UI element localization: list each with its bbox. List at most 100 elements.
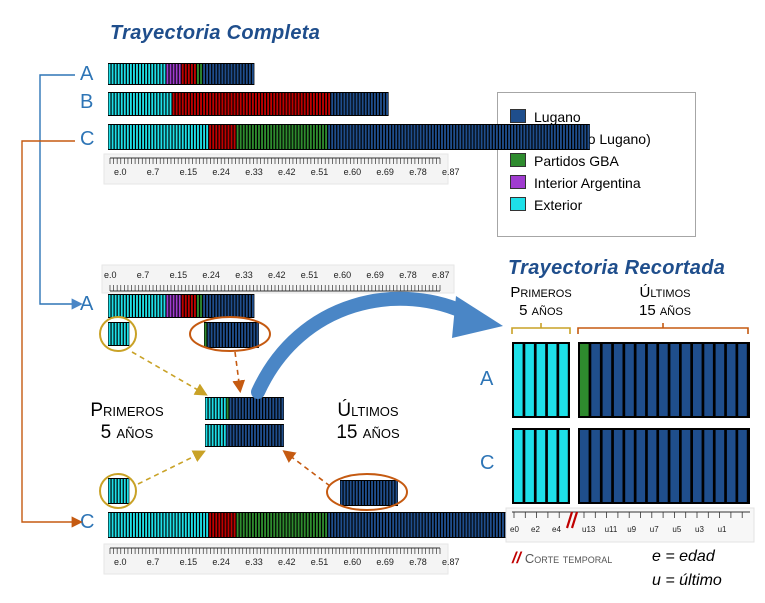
last15-a-sel-cell: [204, 323, 207, 347]
seq-b-top-cell: [258, 93, 260, 115]
legend-item-lugano: Lugano: [510, 109, 581, 125]
seq-c-top-cell: [169, 125, 172, 149]
seq-c-bottom-cell: [239, 513, 242, 537]
seq-c-top-cell: [160, 125, 163, 149]
seq-c-top-cell: [550, 125, 553, 149]
seq-c-top-cell: [441, 125, 443, 149]
last15-a-sel-cell: [229, 323, 231, 347]
seq-c-bottom-cell: [206, 513, 209, 537]
last15-a-sel: [204, 322, 259, 348]
seq-c-bottom-cell: [282, 513, 285, 537]
seq-a-mid-cell: [242, 295, 245, 317]
seq-a-mid-cell: [236, 295, 239, 317]
cropped-a-last-cell: [591, 344, 600, 416]
seq-c-top-cell: [267, 125, 270, 149]
cropped-a-last-cell: [613, 344, 623, 416]
first5-a-sel-cell: [123, 323, 126, 345]
cut-mark-2: [570, 511, 579, 529]
seq-c-bottom-cell: [395, 513, 398, 537]
seq-a-mid-cell: [169, 295, 172, 317]
seq-a-top-cell: [139, 64, 141, 84]
combo-first-a-cell: [211, 398, 214, 419]
last15-c-sel-cell: [358, 481, 361, 505]
combo-last-a: [226, 397, 284, 420]
seq-b-top-cell: [337, 93, 340, 115]
cropped-c-last-cell: [693, 430, 702, 502]
seq-c-bottom-cell: [139, 513, 141, 537]
seq-c-bottom-cell: [386, 513, 388, 537]
seq-c-top-cell: [514, 125, 517, 149]
seq-a-mid-cell: [166, 295, 169, 317]
seq-c-top-cell: [239, 125, 242, 149]
row-label-b-top: B: [80, 91, 94, 113]
crop-first-header: Primeros 5 años: [506, 284, 576, 320]
seq-a-top-frame: [108, 63, 255, 85]
seq-c-bottom-cell: [154, 513, 157, 537]
last15-a-sel-cell: [247, 323, 250, 347]
seq-b-top-cell: [377, 93, 379, 115]
seq-a-top-cell: [148, 64, 151, 84]
seq-c-bottom-cell: [343, 513, 346, 537]
seq-c-top-cell: [264, 125, 266, 149]
seq-c-bottom-cell: [163, 513, 166, 537]
row-label-a-top: A: [80, 63, 94, 85]
seq-c-top-cell: [187, 125, 190, 149]
seq-a-mid-cell: [200, 295, 202, 317]
cropped-c-first-cell: [514, 430, 523, 502]
seq-c-top-cell: [383, 125, 385, 149]
seq-c-top-cell: [566, 125, 568, 149]
age-axis-bottom-label: e.15: [180, 557, 198, 567]
seq-c-top-cell: [139, 125, 141, 149]
seq-a-top-cell: [218, 64, 221, 84]
seq-a-top-cell: [184, 64, 187, 84]
seq-b-top-cell: [322, 93, 324, 115]
seq-b-top-cell: [123, 93, 126, 115]
seq-c-top-cell: [462, 125, 465, 149]
legend-label-gba: Partidos GBA: [534, 153, 619, 169]
seq-a-top-cell: [163, 64, 166, 84]
seq-c-top-cell: [578, 125, 581, 149]
row-label-a-cropped: A: [480, 368, 494, 390]
last15-a-sel-cell: [244, 323, 247, 347]
seq-c-top-cell: [337, 125, 340, 149]
seq-a-mid-cell: [221, 295, 224, 317]
seq-c-top-cell: [309, 125, 312, 149]
seq-c-top-cell: [428, 125, 431, 149]
last15-a-sel-cell: [222, 323, 225, 347]
age-axis-bottom-label: e.69: [376, 557, 394, 567]
cropped-c-first-cell: [547, 430, 557, 502]
cropped-c-last-cell: [625, 430, 634, 502]
seq-c-top-cell: [389, 125, 392, 149]
age-axis-bottom-label: e.87: [442, 557, 460, 567]
seq-c-bottom-cell: [474, 513, 477, 537]
seq-c-top-cell: [258, 125, 260, 149]
last15-c-sel-cell: [377, 481, 380, 505]
seq-c-bottom-cell: [480, 513, 483, 537]
seq-c-bottom-cell: [434, 513, 437, 537]
seq-c-top-cell: [431, 125, 434, 149]
combo-last-a-cell: [241, 398, 244, 419]
combo-last-c-cell: [251, 425, 253, 446]
connector-c: [21, 140, 75, 523]
seq-c-bottom-cell: [355, 513, 358, 537]
seq-c-top-cell: [166, 125, 169, 149]
seq-a-top-cell: [123, 64, 126, 84]
seq-c-bottom-cell: [117, 513, 120, 537]
seq-b-top-cell: [142, 93, 144, 115]
seq-b-top-cell: [218, 93, 221, 115]
cropped-c-last-cell: [636, 430, 646, 502]
combo-last-c-cell: [254, 425, 256, 446]
age-axis-bottom: e.0 e.7 e.15 e.24 e.33 e.42 e.51 e.60 e.69 e.78 e.…: [103, 543, 460, 575]
seq-b-top-cell: [108, 93, 111, 115]
seq-a-mid-cell: [126, 295, 129, 317]
age-axis-bottom-label: e.0: [114, 557, 127, 567]
seq-c-top-cell: [560, 125, 562, 149]
seq-c-top-cell: [175, 125, 178, 149]
big-curved-arrow-head: [452, 296, 503, 338]
seq-c-top-cell: [197, 125, 199, 149]
age-axis-top-label: e.7: [147, 167, 160, 177]
seq-a-mid-cell: [178, 295, 181, 317]
combo-last-a-cell: [251, 398, 253, 419]
age-axis-mid-label: e.51: [301, 270, 319, 280]
row-label-c-bottom: C: [80, 511, 95, 533]
